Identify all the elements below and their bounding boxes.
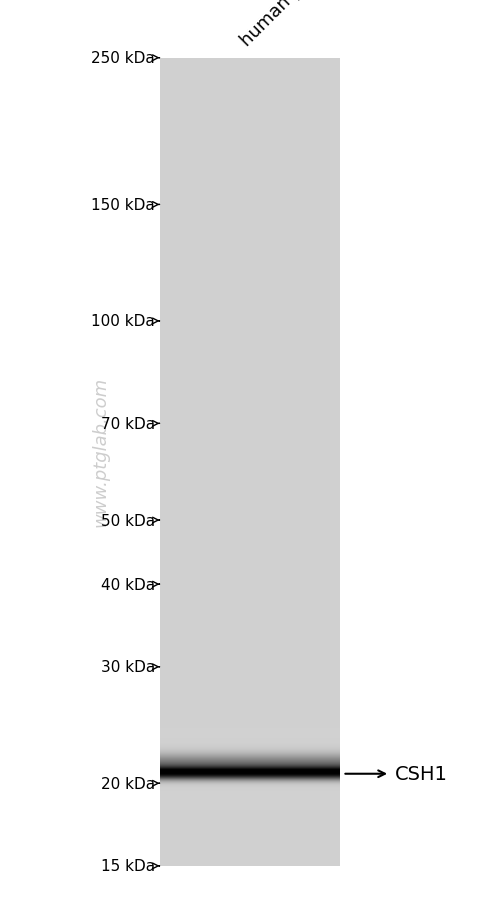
Text: 250 kDa: 250 kDa xyxy=(91,51,155,66)
Bar xyxy=(160,59,340,866)
Text: 40 kDa: 40 kDa xyxy=(101,577,155,592)
Text: 20 kDa: 20 kDa xyxy=(101,776,155,791)
Text: 150 kDa: 150 kDa xyxy=(91,198,155,213)
Text: human placenta: human placenta xyxy=(238,0,354,50)
Text: 100 kDa: 100 kDa xyxy=(91,314,155,329)
Text: 30 kDa: 30 kDa xyxy=(101,659,155,675)
Text: CSH1: CSH1 xyxy=(395,764,448,783)
Text: 50 kDa: 50 kDa xyxy=(101,513,155,528)
Text: 15 kDa: 15 kDa xyxy=(101,859,155,873)
Text: 70 kDa: 70 kDa xyxy=(101,417,155,431)
Text: www.ptglab.com: www.ptglab.com xyxy=(91,376,109,526)
